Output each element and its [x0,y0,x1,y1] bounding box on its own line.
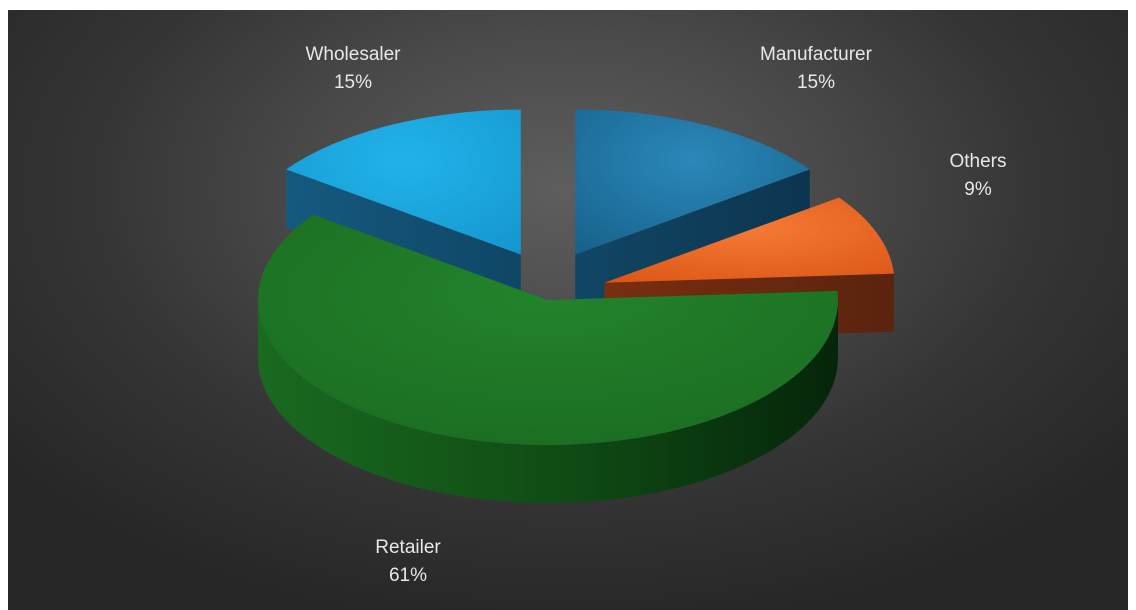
slice-category-label: Wholesaler [305,44,401,65]
slice-percent-label: 15% [797,72,835,93]
slice-percent-label: 9% [964,179,992,200]
slice-side-wall [258,300,838,503]
slice-category-label: Manufacturer [760,44,873,65]
slice-top-face [286,109,521,255]
slice-top-face [604,197,894,283]
pie-layer [258,109,894,503]
slice-category-label: Retailer [375,537,441,558]
pie-chart: Manufacturer 15% Others 9% Retailer 61% Wholes… [258,44,1007,586]
slice-retailer [258,214,839,503]
slice-percent-label: 61% [389,565,427,586]
chart-area: Manufacturer 15% Others 9% Retailer 61% Wholes… [8,10,1128,610]
slice-percent-label: 15% [334,72,372,93]
slice-top-face [258,214,839,445]
label-layer: Manufacturer 15% Others 9% Retailer 61% Wholes… [305,44,1006,586]
slice-top-face [575,109,810,255]
slice-category-label: Others [949,151,1006,172]
